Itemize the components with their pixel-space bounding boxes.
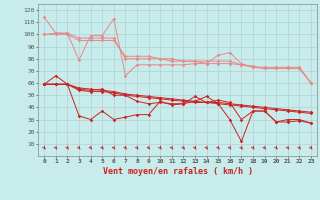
X-axis label: Vent moyen/en rafales ( km/h ): Vent moyen/en rafales ( km/h )	[103, 167, 252, 176]
